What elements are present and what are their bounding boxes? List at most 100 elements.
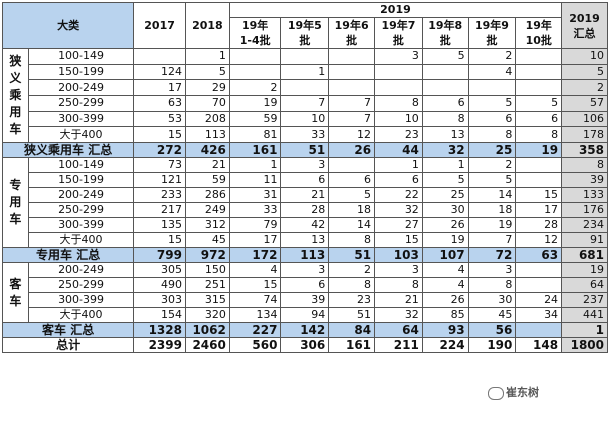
subtotal-cell: 113 [280, 247, 330, 263]
value-cell: 150 [184, 262, 230, 278]
total-cell: 560 [228, 337, 282, 353]
value-cell: 4 [421, 277, 469, 293]
subtotal-cell: 799 [133, 247, 186, 263]
header-text: 19年5 [287, 19, 322, 32]
value-cell: 4 [228, 262, 282, 278]
header-batch-6: 19年6 批 [328, 17, 376, 49]
value-cell [133, 48, 186, 65]
value-cell: 19 [421, 232, 469, 248]
value-cell: 17 [228, 232, 282, 248]
range-label: 200-249 [27, 187, 135, 203]
subtotal-cell: 227 [228, 322, 282, 338]
table-row: 客车 200-249 305 150 4 3 2 3 4 3 19 [2, 262, 608, 323]
subtotal-cell: 142 [280, 322, 330, 338]
subtotal-cell: 26 [328, 142, 376, 158]
value-cell: 2 [467, 48, 517, 65]
range-label: 250-299 [27, 202, 135, 218]
value-cell: 8 [374, 277, 423, 293]
value-cell: 5 [561, 63, 608, 81]
value-cell: 59 [184, 172, 230, 188]
value-cell: 113 [184, 126, 230, 143]
value-cell: 29 [184, 79, 230, 96]
header-text: 批 [299, 34, 311, 47]
value-cell: 233 [133, 187, 186, 203]
value-cell: 14 [328, 217, 376, 233]
value-cell: 121 [133, 172, 186, 188]
watermark-text: 崔东树 [506, 386, 539, 399]
table-row: 300-399 135 312 79 42 14 27 26 19 28 234 [3, 217, 608, 233]
value-cell: 7 [328, 94, 376, 112]
value-cell: 176 [561, 202, 608, 218]
value-cell [374, 79, 423, 96]
subtotal-label: 专用车 汇总 [1, 247, 135, 263]
value-cell: 79 [228, 217, 282, 233]
value-cell: 85 [421, 307, 469, 323]
header-batch-7: 19年7 批 [374, 17, 423, 49]
range-label: 250-299 [27, 277, 135, 293]
value-cell: 21 [374, 292, 423, 308]
value-cell: 33 [228, 202, 282, 218]
subtotal-cell: 358 [561, 142, 608, 158]
value-cell: 15 [133, 232, 186, 248]
value-cell: 23 [328, 292, 376, 308]
value-cell: 3 [374, 262, 423, 278]
value-cell: 53 [133, 110, 186, 128]
range-label: 200-249 [27, 79, 135, 96]
value-cell: 1 [280, 63, 330, 81]
subtotal-label: 客车 汇总 [1, 322, 135, 338]
total-cell: 148 [515, 337, 563, 353]
value-cell: 6 [328, 172, 376, 188]
header-text: 汇总 [573, 26, 596, 40]
value-cell: 15 [228, 277, 282, 293]
value-cell: 39 [561, 172, 608, 188]
value-cell: 21 [184, 157, 230, 173]
value-cell: 3 [374, 48, 423, 65]
value-cell: 15 [374, 232, 423, 248]
value-cell [515, 48, 563, 65]
value-cell: 315 [184, 292, 230, 308]
total-cell: 306 [280, 337, 330, 353]
subtotal-cell: 161 [228, 142, 282, 158]
value-cell [328, 48, 376, 65]
subtotal-cell: 72 [467, 247, 517, 263]
value-cell: 26 [421, 292, 469, 308]
subtotal-cell: 93 [421, 322, 469, 338]
header-text: 批 [392, 34, 404, 47]
range-label: 250-299 [27, 94, 135, 112]
table-row: 250-299 63 70 19 7 7 8 6 5 5 57 [3, 94, 608, 112]
value-cell: 249 [184, 202, 230, 218]
value-cell: 34 [515, 307, 563, 323]
value-cell: 5 [515, 94, 563, 112]
range-label: 150-199 [27, 63, 135, 81]
range-label: 大于400 [27, 126, 135, 143]
total-cell: 211 [374, 337, 423, 353]
value-cell: 2 [328, 262, 376, 278]
value-cell: 91 [561, 232, 608, 248]
value-cell: 3 [467, 262, 517, 278]
subtotal-cell: 56 [467, 322, 517, 338]
category-char: 用 [9, 105, 22, 119]
total-cell: 2399 [133, 337, 186, 353]
value-cell [374, 63, 423, 81]
value-cell: 2 [228, 79, 282, 96]
table-row: 300-399 53 208 59 10 7 10 8 6 6 106 [3, 110, 608, 128]
value-cell: 59 [228, 110, 282, 128]
value-cell: 3 [280, 157, 330, 173]
total-cell: 190 [467, 337, 517, 353]
value-cell: 134 [228, 307, 282, 323]
value-cell: 5 [421, 48, 469, 65]
value-cell: 32 [374, 307, 423, 323]
value-cell: 51 [328, 307, 376, 323]
header-2018: 2018 [184, 2, 230, 49]
header-text: 2019 [569, 11, 600, 25]
value-cell: 19 [561, 262, 608, 278]
header-batch-8: 19年8 批 [421, 17, 469, 49]
range-label: 200-249 [27, 262, 135, 278]
value-cell: 45 [184, 232, 230, 248]
value-cell: 94 [280, 307, 330, 323]
category-label: 客车 [2, 262, 29, 323]
value-cell: 7 [328, 110, 376, 128]
value-cell: 8 [374, 94, 423, 112]
category-char: 车 [9, 212, 22, 226]
value-cell: 19 [467, 217, 517, 233]
